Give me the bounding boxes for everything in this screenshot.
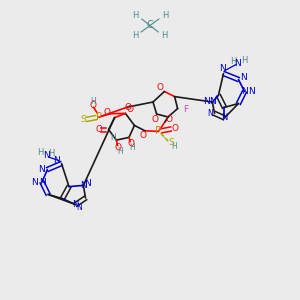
Text: H: H (172, 142, 178, 151)
Text: O: O (126, 105, 133, 114)
Text: H: H (37, 148, 43, 157)
Text: H: H (117, 147, 123, 156)
Text: O: O (127, 139, 134, 148)
Text: P: P (155, 126, 161, 136)
Text: N: N (31, 178, 38, 187)
Text: O: O (157, 83, 164, 92)
Text: N: N (207, 109, 213, 118)
Text: N: N (39, 178, 45, 187)
Text: N: N (72, 200, 79, 209)
Text: N: N (219, 64, 225, 73)
Text: N: N (241, 87, 248, 96)
Text: N: N (84, 179, 91, 188)
Text: N: N (209, 98, 216, 106)
Text: N: N (44, 151, 50, 160)
Text: O: O (95, 125, 103, 134)
Text: H: H (230, 57, 236, 66)
Text: H: H (129, 143, 135, 152)
Text: C: C (147, 20, 153, 31)
Text: H: H (110, 133, 116, 142)
Text: H: H (48, 149, 55, 158)
Text: H: H (132, 31, 138, 40)
Text: O: O (152, 116, 159, 124)
Text: N: N (248, 87, 254, 96)
Text: H: H (162, 11, 168, 20)
Text: N: N (38, 165, 45, 174)
Text: N: N (221, 113, 228, 122)
Text: O: O (124, 103, 131, 112)
Text: O: O (114, 143, 122, 152)
Text: N: N (241, 73, 247, 82)
Text: N: N (53, 156, 59, 165)
Text: O: O (103, 108, 110, 117)
Text: H: H (241, 56, 247, 65)
Text: N: N (234, 59, 241, 68)
Text: O: O (171, 124, 178, 134)
Text: O: O (166, 115, 173, 124)
Text: P: P (96, 112, 102, 122)
Text: N: N (204, 98, 210, 106)
Text: S: S (169, 138, 175, 147)
Text: N: N (80, 181, 87, 190)
Text: H: H (91, 97, 97, 106)
Text: H: H (161, 31, 168, 40)
Text: H: H (132, 11, 139, 20)
Text: N: N (76, 203, 82, 212)
Text: O: O (140, 131, 147, 140)
Text: O: O (89, 101, 97, 110)
Text: S: S (80, 115, 86, 124)
Text: F: F (183, 105, 189, 114)
